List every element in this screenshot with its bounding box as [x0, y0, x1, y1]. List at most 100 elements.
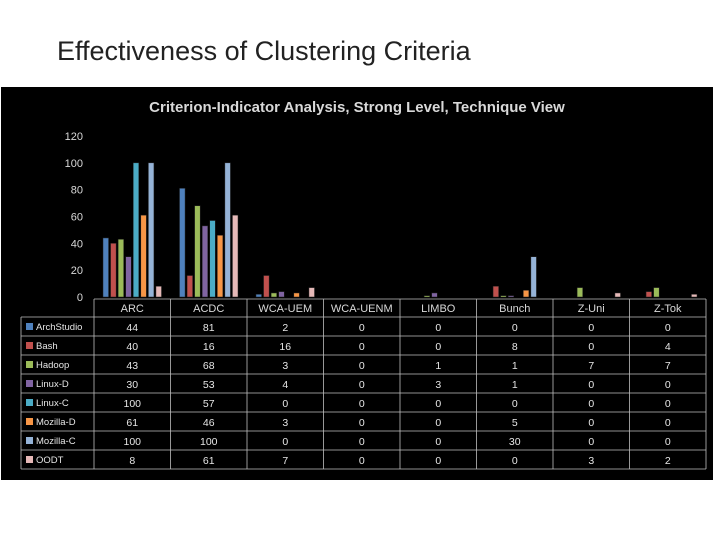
bar: [209, 220, 216, 298]
bar: [186, 275, 193, 298]
table-cell-value: 0: [665, 398, 671, 410]
bar: [645, 291, 652, 298]
bar: [232, 214, 239, 298]
table-cell-value: 0: [512, 398, 518, 410]
bar: [224, 162, 231, 298]
x-category-label: Z-Tok: [654, 303, 682, 315]
bar: [614, 292, 621, 298]
bar: [507, 295, 514, 298]
table-cell-value: 0: [359, 436, 365, 448]
y-tick-label: 40: [71, 238, 83, 250]
bar: [255, 294, 262, 298]
table-cell-value: 1: [512, 379, 518, 391]
bar: [148, 162, 155, 298]
table-cell-value: 30: [126, 379, 138, 391]
table-cell-value: 100: [123, 398, 141, 410]
table-cell-value: 0: [588, 436, 594, 448]
table-cell-value: 3: [282, 360, 288, 372]
bar: [691, 294, 698, 298]
bar: [492, 286, 499, 298]
table-cell-value: 0: [665, 322, 671, 334]
bar: [133, 162, 140, 298]
table-cell-value: 0: [359, 417, 365, 429]
legend-series-name: Mozilla-C: [36, 436, 76, 447]
y-tick-label: 80: [71, 185, 83, 197]
table-cell-value: 0: [435, 417, 441, 429]
bar: [201, 225, 208, 298]
legend-swatch: [26, 437, 33, 444]
table-cell-value: 0: [588, 379, 594, 391]
table-cell-value: 7: [665, 360, 671, 372]
table-cell-value: 30: [509, 436, 521, 448]
bar: [500, 295, 507, 298]
legend-series-name: Linux-C: [36, 398, 69, 409]
table-cell-value: 40: [126, 341, 138, 353]
x-category-label: WCA-UEM: [258, 303, 312, 315]
bar: [653, 287, 660, 298]
table-cell-value: 16: [279, 341, 291, 353]
table-cell-value: 0: [359, 341, 365, 353]
legend-swatch: [26, 323, 33, 330]
legend-series-name: Mozilla-D: [36, 417, 76, 428]
table-cell-value: 0: [359, 322, 365, 334]
table-cell-value: 0: [588, 417, 594, 429]
bar: [431, 292, 438, 298]
y-tick-label: 60: [71, 212, 83, 224]
table-cell-value: 8: [129, 455, 135, 467]
table-cell-value: 4: [282, 379, 288, 391]
x-category-label: Bunch: [499, 303, 530, 315]
table-cell-value: 0: [665, 379, 671, 391]
legend-series-name: ArchStudio: [36, 322, 82, 333]
legend-swatch: [26, 418, 33, 425]
table-cell-value: 100: [200, 436, 218, 448]
bar: [263, 275, 270, 298]
legend-swatch: [26, 456, 33, 463]
table-cell-value: 68: [203, 360, 215, 372]
table-cell-value: 0: [588, 341, 594, 353]
table-cell-value: 8: [512, 341, 518, 353]
table-cell-value: 53: [203, 379, 215, 391]
table-cell-value: 0: [665, 417, 671, 429]
chart-panel: Criterion-Indicator Analysis, Strong Lev…: [1, 87, 713, 480]
bar: [110, 243, 117, 298]
table-cell-value: 81: [203, 322, 215, 334]
table-cell-value: 0: [512, 322, 518, 334]
table-cell-value: 0: [435, 322, 441, 334]
legend-swatch: [26, 399, 33, 406]
x-category-label: ARC: [121, 303, 144, 315]
bar: [293, 292, 300, 298]
chart-title: Criterion-Indicator Analysis, Strong Lev…: [149, 99, 565, 116]
bar: [194, 205, 201, 298]
bar: [102, 237, 109, 298]
table-cell-value: 0: [588, 398, 594, 410]
table-cell-value: 0: [359, 379, 365, 391]
table-cell-value: 16: [203, 341, 215, 353]
table-cell-value: 1: [512, 360, 518, 372]
table-cell-value: 57: [203, 398, 215, 410]
table-cell-value: 4: [665, 341, 671, 353]
legend-series-name: OODT: [36, 455, 64, 466]
table-cell-value: 0: [588, 322, 594, 334]
table-cell-value: 0: [435, 436, 441, 448]
y-tick-label: 100: [65, 158, 83, 170]
table-cell-value: 44: [126, 322, 138, 334]
table-cell-value: 5: [512, 417, 518, 429]
bar: [423, 295, 430, 298]
y-tick-label: 120: [65, 131, 83, 143]
y-tick-label: 0: [77, 292, 83, 304]
table-cell-value: 43: [126, 360, 138, 372]
table-cell-value: 100: [123, 436, 141, 448]
table-cell-value: 2: [665, 455, 671, 467]
bar: [217, 235, 224, 298]
table-cell-value: 0: [665, 436, 671, 448]
bar: [576, 287, 583, 298]
table-cell-value: 0: [359, 360, 365, 372]
table-cell-value: 0: [435, 341, 441, 353]
bar: [270, 292, 277, 298]
legend-swatch: [26, 361, 33, 368]
legend-series-name: Hadoop: [36, 360, 69, 371]
legend-swatch: [26, 342, 33, 349]
bar: [523, 290, 530, 298]
table-cell-value: 0: [359, 398, 365, 410]
